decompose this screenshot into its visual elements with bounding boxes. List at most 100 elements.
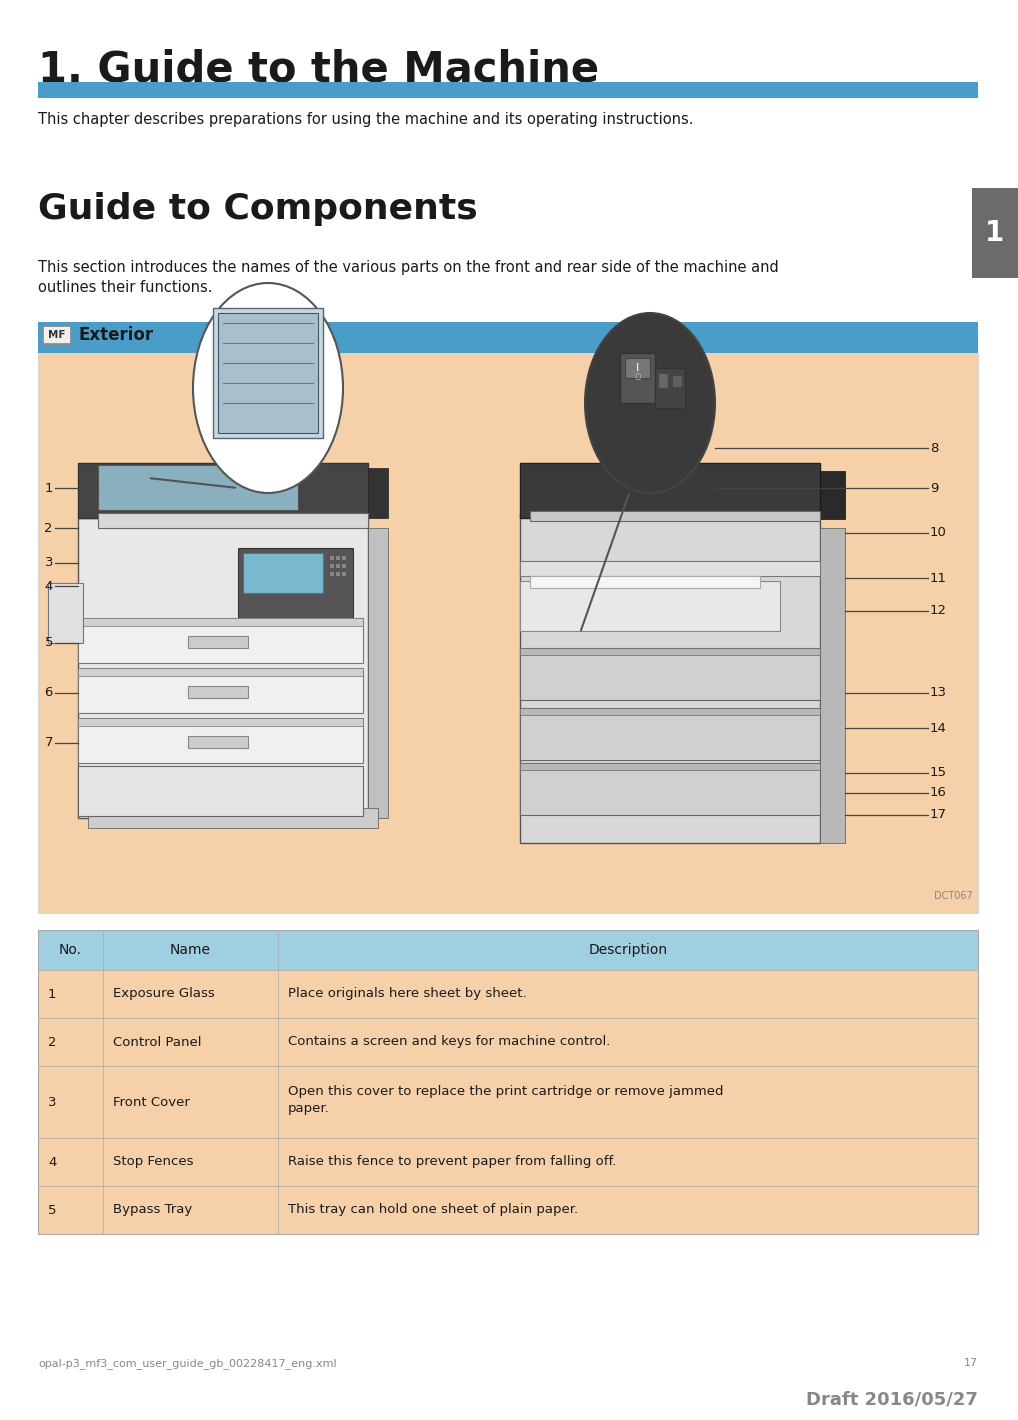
Text: Exposure Glass: Exposure Glass [113, 987, 215, 1001]
Text: 5: 5 [48, 1204, 57, 1217]
Text: Raise this fence to prevent paper from falling off.: Raise this fence to prevent paper from f… [288, 1156, 616, 1169]
Text: 8: 8 [930, 442, 939, 454]
Bar [520, 763, 821, 770]
Bar [38, 1137, 978, 1186]
Text: 10: 10 [930, 527, 947, 540]
Text: Open this cover to replace the print cartridge or remove jammed: Open this cover to replace the print car… [288, 1085, 724, 1098]
Bar [38, 348, 978, 354]
Text: DCT067: DCT067 [935, 890, 973, 902]
Bar [38, 322, 978, 348]
Bar [98, 464, 298, 510]
Text: I: I [636, 364, 639, 373]
Bar [330, 557, 334, 559]
Bar [188, 686, 248, 699]
Text: 7: 7 [45, 737, 53, 750]
Bar [88, 808, 378, 828]
Bar [520, 561, 821, 577]
Bar [218, 312, 318, 433]
Text: Contains a screen and keys for machine control.: Contains a screen and keys for machine c… [288, 1035, 611, 1048]
Text: This section introduces the names of the various parts on the front and rear sid: This section introduces the names of the… [38, 260, 779, 275]
Text: 15: 15 [930, 767, 947, 780]
Bar [530, 577, 760, 588]
Text: 4: 4 [48, 1156, 56, 1169]
Bar [188, 636, 248, 648]
Bar [972, 187, 1018, 278]
Text: 3: 3 [45, 557, 53, 569]
Text: 1. Guide to the Machine: 1. Guide to the Machine [38, 48, 600, 89]
Bar [520, 463, 821, 518]
Bar [78, 518, 367, 818]
Text: 4: 4 [45, 579, 53, 592]
Text: 2: 2 [45, 521, 53, 534]
Text: 17: 17 [964, 1358, 978, 1367]
Bar [78, 618, 363, 663]
Text: Draft 2016/05/27: Draft 2016/05/27 [806, 1390, 978, 1409]
Bar [188, 736, 248, 748]
Text: 2: 2 [48, 1035, 57, 1048]
Bar [336, 572, 340, 577]
Bar [821, 528, 845, 843]
Bar [520, 709, 821, 760]
Bar [520, 648, 821, 700]
Bar [342, 557, 346, 559]
Bar [672, 375, 682, 388]
Text: 1: 1 [985, 219, 1005, 247]
Bar [330, 572, 334, 577]
Bar [336, 564, 340, 568]
Bar [78, 618, 363, 626]
Bar [38, 1066, 978, 1137]
Bar [520, 709, 821, 716]
Bar [342, 572, 346, 577]
Bar [520, 763, 821, 815]
Bar [658, 373, 668, 388]
Text: 5: 5 [45, 636, 53, 649]
Text: Description: Description [588, 943, 668, 957]
Text: 1: 1 [48, 987, 57, 1001]
Text: Stop Fences: Stop Fences [113, 1156, 193, 1169]
Bar [38, 1018, 978, 1066]
Bar [38, 1186, 978, 1234]
Bar [38, 930, 978, 1234]
Bar [367, 469, 388, 518]
Bar [213, 308, 323, 437]
Text: 1: 1 [45, 481, 53, 494]
Text: No.: No. [59, 943, 82, 957]
Ellipse shape [193, 283, 343, 493]
Bar [625, 358, 651, 378]
Text: 13: 13 [930, 686, 947, 700]
Text: paper.: paper. [288, 1102, 330, 1115]
Text: 11: 11 [930, 571, 947, 585]
Text: 17: 17 [930, 808, 947, 822]
Text: 14: 14 [930, 721, 947, 734]
Bar [38, 970, 978, 1018]
Bar [330, 564, 334, 568]
Bar [530, 511, 821, 521]
Bar [520, 581, 780, 630]
Bar [78, 667, 363, 713]
Text: Guide to Components: Guide to Components [38, 192, 477, 226]
Text: Bypass Tray: Bypass Tray [113, 1204, 192, 1217]
Bar [38, 82, 978, 98]
Text: O: O [634, 373, 641, 382]
Bar [655, 368, 685, 408]
Text: Place originals here sheet by sheet.: Place originals here sheet by sheet. [288, 987, 526, 1001]
Bar [520, 648, 821, 655]
Text: 9: 9 [930, 481, 939, 494]
Text: MF: MF [48, 329, 66, 339]
Text: Control Panel: Control Panel [113, 1035, 202, 1048]
Ellipse shape [585, 312, 715, 493]
Text: 12: 12 [930, 605, 947, 618]
Bar [43, 327, 71, 344]
Bar [342, 564, 346, 568]
Bar [48, 584, 83, 643]
Bar [336, 557, 340, 559]
Text: This tray can hold one sheet of plain paper.: This tray can hold one sheet of plain pa… [288, 1204, 578, 1217]
Text: Front Cover: Front Cover [113, 1095, 190, 1109]
Text: 16: 16 [930, 787, 947, 799]
Bar [38, 354, 978, 913]
Bar [78, 719, 363, 763]
Bar [243, 552, 323, 594]
Bar [620, 354, 655, 403]
Text: outlines their functions.: outlines their functions. [38, 280, 213, 295]
Bar [38, 930, 978, 970]
